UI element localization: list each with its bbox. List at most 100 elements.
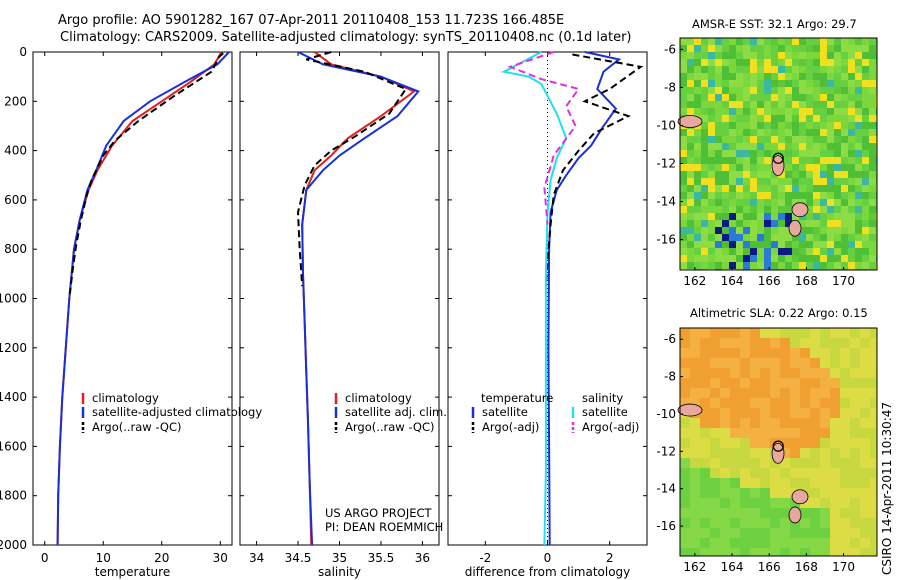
sst-map-cell xyxy=(855,45,862,52)
sst-map-cell xyxy=(708,52,715,59)
sla-map-cell xyxy=(710,328,720,338)
sla-map-cell xyxy=(770,508,780,518)
sst-map-cell xyxy=(701,150,708,157)
sst-map-cell xyxy=(743,213,750,220)
sla-map-cell xyxy=(820,548,830,556)
sst-map-cell xyxy=(722,199,729,206)
sst-map-cell xyxy=(855,171,862,178)
sst-map-cell xyxy=(855,192,862,199)
sst-map-cell xyxy=(785,199,792,206)
sst-map-ytick-label: -14 xyxy=(656,195,676,209)
sla-map-island xyxy=(788,506,802,524)
sst-map-cell xyxy=(827,164,834,171)
sst-map-cell xyxy=(743,199,750,206)
sst-map-cell xyxy=(799,164,806,171)
sst-map-cell xyxy=(869,227,876,234)
sst-map-cell xyxy=(701,220,708,227)
sst-map-cell xyxy=(813,45,820,52)
sst-map-cell xyxy=(813,122,820,129)
sla-map-cell xyxy=(690,338,700,348)
sst-map-cell xyxy=(862,150,869,157)
sla-map-xtick-label: 162 xyxy=(683,560,706,574)
sst-map-cell xyxy=(862,87,869,94)
sst-map-cell xyxy=(750,262,757,269)
sst-map-cell xyxy=(855,178,862,185)
sla-map-cell xyxy=(720,478,730,488)
sst-map-cell xyxy=(722,164,729,171)
sst-map-cell xyxy=(862,136,869,143)
sla-map-cell xyxy=(790,408,800,418)
sst-map-cell xyxy=(715,38,722,45)
sst-map-island xyxy=(791,202,809,218)
sst-map-cell xyxy=(820,192,827,199)
sst-map-cell xyxy=(862,213,869,220)
sst-map-cell xyxy=(722,115,729,122)
sst-map-cell xyxy=(806,220,813,227)
sst-map-cell xyxy=(778,101,785,108)
sst-map-cell xyxy=(708,73,715,80)
sst-map-cell xyxy=(743,192,750,199)
sla-map-cell xyxy=(740,388,750,398)
sla-map-cell xyxy=(770,458,780,468)
sla-map-cell xyxy=(680,388,690,398)
sst-map-cell xyxy=(771,115,778,122)
sla-map-cell xyxy=(840,518,850,528)
sst-map-cell xyxy=(680,192,687,199)
sla-map-cell xyxy=(740,468,750,478)
sla-map-cell xyxy=(690,488,700,498)
sst-map-cell xyxy=(729,178,736,185)
sla-map-cell xyxy=(710,388,720,398)
sst-map-cell xyxy=(855,241,862,248)
sla-map-cell xyxy=(690,428,700,438)
salinity-xtick-label: 35.5 xyxy=(368,551,395,565)
sla-map-cell xyxy=(850,418,860,428)
sst-map-cell xyxy=(757,87,764,94)
sst-map-cell xyxy=(680,80,687,87)
difference-xlabel: difference from climatology xyxy=(465,565,631,579)
sla-map-cell xyxy=(760,518,770,528)
sla-map-cell xyxy=(780,438,790,448)
sla-map-cell xyxy=(730,518,740,528)
sst-map-cell xyxy=(806,52,813,59)
sst-map-cell xyxy=(820,143,827,150)
sst-map-cell xyxy=(715,171,722,178)
sst-map-cell xyxy=(855,185,862,192)
sst-map-cell xyxy=(750,150,757,157)
sst-map-cell xyxy=(862,262,869,269)
sst-map-cell xyxy=(785,164,792,171)
sal-legend-argo: Argo(..raw -QC) xyxy=(345,420,435,434)
sst-map-cell xyxy=(820,59,827,66)
sst-map-cell xyxy=(813,59,820,66)
sst-map-cell xyxy=(722,185,729,192)
sla-map-cell xyxy=(810,328,820,338)
sst-map-cell xyxy=(750,38,757,45)
sst-map-cell xyxy=(827,192,834,199)
sla-map-cell xyxy=(850,378,860,388)
sst-map-cell xyxy=(869,80,876,87)
sst-map-cell xyxy=(729,227,736,234)
sla-map-cell xyxy=(700,368,710,378)
sst-map-cell xyxy=(750,185,757,192)
sst-map-cell xyxy=(764,241,771,248)
sst-map-cell xyxy=(869,157,876,164)
sst-map-cell xyxy=(848,73,855,80)
sst-map-cell xyxy=(778,227,785,234)
sla-map-cell xyxy=(870,468,877,478)
sst-map-cell xyxy=(771,66,778,73)
sst-map-cell xyxy=(687,178,694,185)
sla-map-cell xyxy=(690,508,700,518)
sst-map-cell xyxy=(764,192,771,199)
sst-map-cell xyxy=(778,80,785,87)
sst-map-cell xyxy=(820,234,827,241)
sla-map-cell xyxy=(730,458,740,468)
sst-map-cell xyxy=(764,227,771,234)
sla-map-cell xyxy=(870,498,877,508)
sst-map-cell xyxy=(708,143,715,150)
sla-map-cell xyxy=(740,348,750,358)
sst-map-cell xyxy=(715,157,722,164)
sst-map-cell xyxy=(743,150,750,157)
sla-map-cell xyxy=(730,358,740,368)
sst-map-cell xyxy=(834,52,841,59)
sla-map-cell xyxy=(740,498,750,508)
sst-map-cell xyxy=(848,178,855,185)
